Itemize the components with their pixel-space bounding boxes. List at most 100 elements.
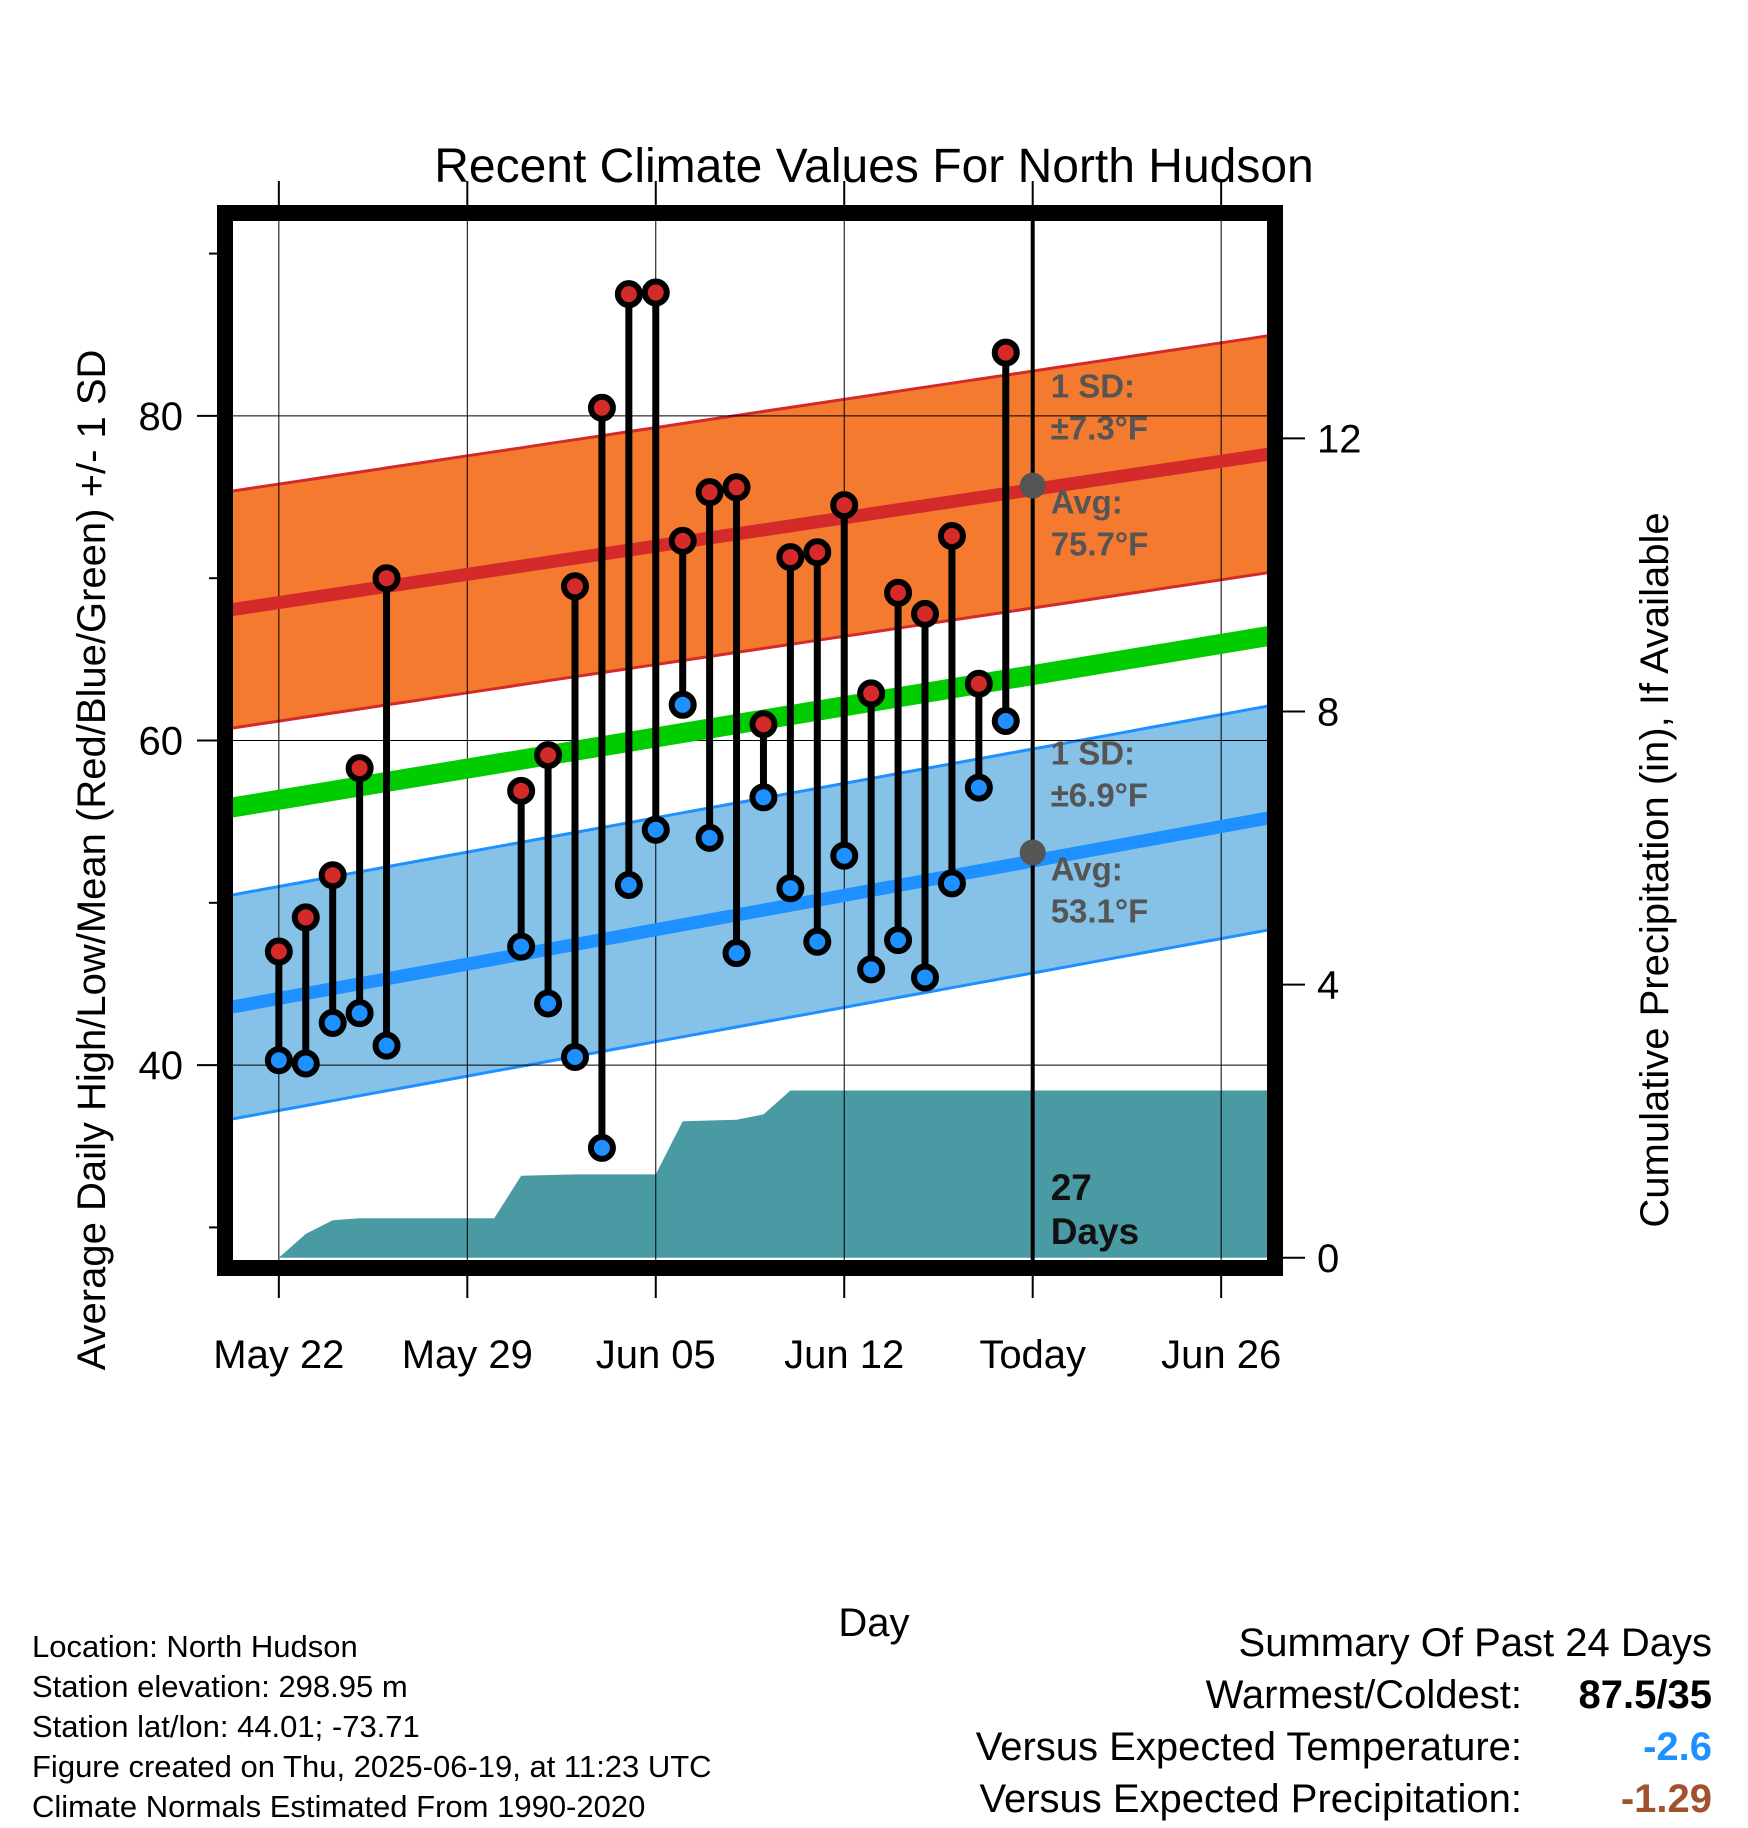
obs-high-point (264, 937, 293, 966)
days-unit: Days (1051, 1211, 1139, 1252)
obs-low-point (776, 874, 805, 903)
low-avg-label: Avg: (1051, 850, 1123, 887)
obs-high-point (991, 338, 1020, 367)
obs-high-point (884, 578, 913, 607)
info-latlon: Station lat/lon: 44.01; -73.71 (32, 1709, 420, 1744)
obs-low-point (695, 823, 724, 852)
obs-low-point (668, 690, 697, 719)
obs-low-point (749, 783, 778, 812)
y-left-tick-label: 40 (139, 1044, 184, 1088)
y-right-tick-label: 0 (1317, 1237, 1339, 1281)
obs-low-point (345, 999, 374, 1028)
station-info: Location: North Hudson Station elevation… (32, 1627, 712, 1827)
x-tick-label: Jun 05 (596, 1333, 716, 1377)
obs-low-point (534, 989, 563, 1018)
obs-low-point (264, 1046, 293, 1075)
obs-low-point (937, 869, 966, 898)
summary-warmest-value: 87.5/35 (1578, 1673, 1712, 1717)
obs-low-point (857, 955, 886, 984)
summary-precip-row: Versus Expected Precipitation: -1.29 (976, 1773, 1712, 1825)
obs-low-point (372, 1031, 401, 1060)
x-tick-label: Today (979, 1333, 1086, 1377)
summary-panel: Summary Of Past 24 Days Warmest/Coldest:… (976, 1617, 1712, 1825)
high-avg-label: Avg: (1051, 484, 1123, 521)
obs-high-point (830, 491, 859, 520)
obs-high-point (641, 278, 670, 307)
y-left-tick-label: 60 (139, 720, 184, 764)
obs-low-point (964, 773, 993, 802)
low-sd-band-lower-edge (224, 927, 1276, 1122)
info-created: Figure created on Thu, 2025-06-19, at 11… (32, 1749, 712, 1784)
y-right-tick-label: 4 (1317, 964, 1339, 1008)
x-tick-label: Jun 12 (784, 1333, 904, 1377)
info-location: Location: North Hudson (32, 1629, 358, 1664)
x-tick-label: May 22 (213, 1333, 344, 1377)
obs-low-point (561, 1043, 589, 1071)
high-avg-line (224, 446, 1276, 618)
low-sd-value: ±6.9°F (1051, 776, 1148, 813)
summary-temp-value: -2.6 (1643, 1725, 1712, 1769)
y-axis-right-label: Cumulative Precipitation (in), If Availa… (1633, 512, 1677, 1227)
summary-warmest-label: Warmest/Coldest: (1205, 1673, 1522, 1717)
summary-warmest-row: Warmest/Coldest: 87.5/35 (976, 1669, 1712, 1721)
low-avg-line (223, 810, 1277, 1015)
info-elevation: Station elevation: 298.95 m (32, 1669, 408, 1704)
obs-high-point (695, 478, 724, 507)
today-low-avg-marker (1019, 839, 1046, 866)
obs-high-point (937, 521, 966, 550)
obs-high-point (722, 473, 751, 502)
y-right-tick-label: 8 (1317, 690, 1339, 734)
obs-low-point (507, 932, 536, 961)
obs-high-point (372, 564, 401, 593)
obs-high-point (345, 754, 374, 783)
low-avg-value: 53.1°F (1051, 892, 1149, 929)
obs-high-point (857, 679, 886, 708)
high-avg-value: 75.7°F (1051, 526, 1149, 563)
info-normals: Climate Normals Estimated From 1990-2020 (32, 1789, 646, 1824)
high-sd-value: ±7.3°F (1051, 410, 1148, 447)
summary-precip-value: -1.29 (1620, 1777, 1712, 1821)
high-sd-band-lower-edge (224, 570, 1276, 731)
obs-high-point (534, 741, 563, 770)
x-tick-label: Jun 26 (1161, 1333, 1281, 1377)
high-sd-label: 1 SD: (1051, 368, 1135, 405)
y-left-tick-label: 80 (139, 395, 184, 439)
obs-low-point (722, 939, 751, 968)
today-high-avg-marker (1019, 472, 1046, 499)
plot-frame (217, 205, 1283, 1276)
obs-high-point (318, 861, 347, 890)
low-sd-label: 1 SD: (1051, 734, 1135, 771)
x-tick-label: May 29 (402, 1333, 533, 1377)
days-count: 27 (1051, 1167, 1092, 1208)
obs-high-point (614, 280, 643, 309)
summary-temp-label: Versus Expected Temperature: (975, 1725, 1522, 1769)
obs-low-point (991, 707, 1020, 736)
obs-high-point (668, 526, 697, 555)
obs-low-point (587, 1133, 616, 1162)
obs-low-point (884, 926, 913, 955)
obs-high-point (911, 599, 939, 628)
obs-high-point (803, 538, 832, 567)
obs-high-point (561, 572, 589, 601)
precipitation-area (225, 1090, 1275, 1258)
obs-low-point (803, 927, 832, 956)
summary-temp-row: Versus Expected Temperature: -2.6 (976, 1721, 1712, 1773)
y-right-tick-label: 12 (1317, 417, 1362, 461)
high-sd-band-upper-edge (224, 333, 1276, 494)
obs-high-point (964, 669, 993, 698)
obs-low-point (641, 815, 670, 844)
obs-high-point (587, 393, 616, 422)
obs-low-point (318, 1008, 347, 1037)
obs-low-point (291, 1049, 320, 1078)
obs-high-point (507, 776, 536, 805)
obs-low-point (911, 963, 939, 992)
obs-high-point (749, 710, 778, 739)
summary-heading: Summary Of Past 24 Days (1238, 1621, 1712, 1665)
obs-low-point (614, 870, 643, 899)
obs-high-point (776, 543, 805, 572)
y-axis-left-label: Average Daily High/Low/Mean (Red/Blue/Gr… (70, 350, 114, 1371)
chart-title: Recent Climate Values For North Hudson (434, 140, 1314, 193)
x-axis-label: Day (838, 1601, 909, 1645)
obs-low-point (830, 841, 859, 870)
